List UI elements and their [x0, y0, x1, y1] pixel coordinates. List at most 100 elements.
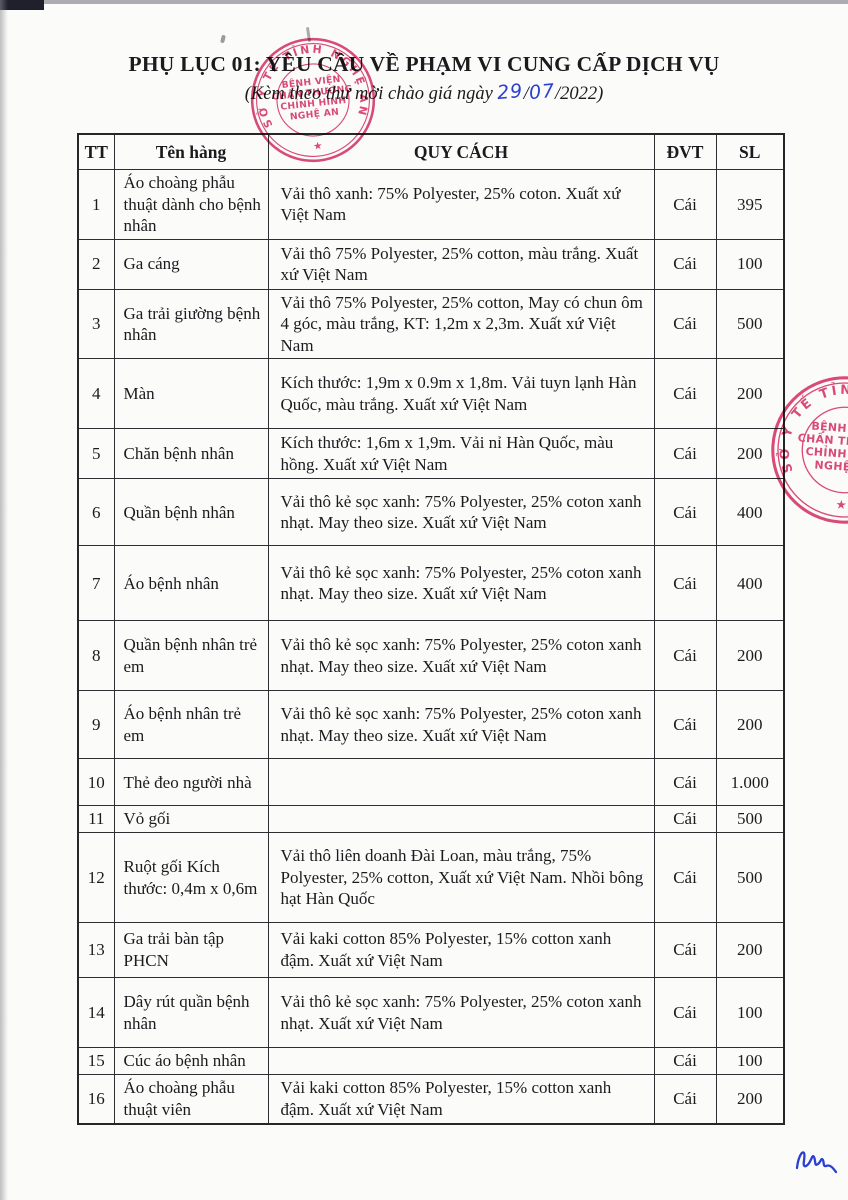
item-name: Ruột gối Kích thước: 0,4m x 0,6m [113, 832, 269, 924]
item-qty: 395 [715, 169, 785, 240]
item-qty: 400 [715, 478, 785, 547]
table-row: 15 Cúc áo bệnh nhân Cái 100 [77, 1047, 785, 1075]
item-spec: Kích thước: 1,6m x 1,9m. Vải nỉ Hàn Quốc… [267, 428, 655, 480]
row-index: 7 [77, 545, 115, 622]
row-index: 9 [77, 690, 115, 760]
row-index: 10 [77, 758, 115, 807]
item-spec [267, 758, 655, 807]
item-unit: Cái [653, 238, 717, 290]
row-index: 15 [77, 1047, 115, 1075]
svg-text:NGHỆ AN: NGHỆ AN [289, 107, 339, 123]
table-row: 13 Ga trải bàn tập PHCN Vải kaki cotton … [77, 922, 785, 979]
item-qty: 200 [715, 690, 785, 760]
item-spec: Vải thô 75% Polyester, 25% cotton, màu t… [267, 238, 655, 290]
column-header-qty: SL [715, 133, 785, 170]
item-name: Ga trải bàn tập PHCN [113, 922, 269, 979]
item-spec: Vải thô kẻ sọc xanh: 75% Polyester, 25% … [267, 545, 655, 622]
item-qty: 200 [715, 620, 785, 692]
row-index: 11 [77, 805, 115, 834]
table-row: 12 Ruột gối Kích thước: 0,4m x 0,6m Vải … [77, 832, 785, 924]
row-index: 5 [77, 428, 115, 480]
table-row: 9 Áo bệnh nhân trẻ em Vải thô kẻ sọc xan… [77, 690, 785, 760]
row-index: 13 [77, 922, 115, 979]
svg-text:BỆNH VIỆN: BỆNH VIỆN [811, 420, 848, 438]
item-spec [267, 1047, 655, 1075]
item-qty: 200 [715, 1073, 785, 1125]
scan-corner-mark [0, 0, 44, 10]
item-qty: 100 [715, 977, 785, 1049]
item-name: Áo bệnh nhân trẻ em [113, 690, 269, 760]
item-unit: Cái [653, 758, 717, 807]
item-spec: Vải thô kẻ sọc xanh: 75% Polyester, 25% … [267, 478, 655, 547]
item-unit: Cái [653, 1073, 717, 1125]
item-name: Áo choàng phẫu thuật viên [113, 1073, 269, 1125]
item-unit: Cái [653, 922, 717, 979]
row-index: 16 [77, 1073, 115, 1125]
table-body: 1 Áo choàng phẫu thuật dành cho bệnh nhâ… [77, 169, 785, 1125]
item-name: Ga trải giường bệnh nhân [113, 288, 269, 360]
dust-speck [220, 34, 226, 44]
document-title: PHỤ LỤC 01: YÊU CẦU VỀ PHẠM VI CUNG CẤP … [128, 52, 720, 76]
item-spec: Vải thô xanh: 75% Polyester, 25% coton. … [267, 169, 655, 240]
svg-text:★: ★ [313, 140, 324, 153]
item-unit: Cái [653, 1047, 717, 1075]
item-qty: 500 [715, 805, 785, 834]
table-row: 2 Ga cáng Vải thô 75% Polyester, 25% cot… [77, 238, 785, 290]
item-unit: Cái [653, 620, 717, 692]
item-name: Áo choàng phẫu thuật dành cho bệnh nhân [113, 169, 269, 240]
item-unit: Cái [653, 832, 717, 924]
row-index: 2 [77, 238, 115, 290]
row-index: 3 [77, 288, 115, 360]
handwritten-signature [788, 1136, 840, 1189]
item-qty: 200 [715, 358, 785, 430]
item-qty: 200 [715, 922, 785, 979]
table-row: 8 Quần bệnh nhân trẻ em Vải thô kẻ sọc x… [77, 620, 785, 692]
column-header-tt: TT [77, 133, 115, 170]
date-year: /2022) [554, 84, 604, 104]
item-spec: Vải thô kẻ sọc xanh: 75% Polyester, 25% … [267, 690, 655, 760]
table-row: 6 Quần bệnh nhân Vải thô kẻ sọc xanh: 75… [77, 478, 785, 547]
table-row: 3 Ga trải giường bệnh nhân Vải thô 75% P… [77, 288, 785, 360]
item-name: Dây rút quần bệnh nhân [113, 977, 269, 1049]
item-qty: 500 [715, 288, 785, 360]
item-name: Ga cáng [113, 238, 269, 290]
item-spec: Vải thô liên doanh Đài Loan, màu trắng, … [267, 832, 655, 924]
column-header-name: Tên hàng [113, 133, 269, 170]
item-qty: 1.000 [715, 758, 785, 807]
item-spec: Vải thô 75% Polyester, 25% cotton, May c… [267, 288, 655, 360]
item-name: Vỏ gối [113, 805, 269, 834]
table-row: 11 Vỏ gối Cái 500 [77, 805, 785, 834]
item-unit: Cái [653, 545, 717, 622]
supply-requirements-table: TT Tên hàng QUY CÁCH ĐVT SL 1 Áo choàng … [77, 133, 785, 1126]
row-index: 4 [77, 358, 115, 430]
item-name: Áo bệnh nhân [113, 545, 269, 622]
item-unit: Cái [653, 169, 717, 240]
item-unit: Cái [653, 428, 717, 480]
svg-text:★: ★ [835, 497, 847, 512]
scan-edge-top [0, 0, 848, 4]
item-spec: Vải kaki cotton 85% Polyester, 15% cotto… [267, 922, 655, 979]
item-name: Quần bệnh nhân trẻ em [113, 620, 269, 692]
item-qty: 100 [715, 238, 785, 290]
row-index: 14 [77, 977, 115, 1049]
item-spec: Kích thước: 1,9m x 0.9m x 1,8m. Vải tuyn… [267, 358, 655, 430]
document-subtitle: (Kèm theo thư mời chào giá ngày 29/07/20… [0, 79, 848, 105]
item-unit: Cái [653, 358, 717, 430]
row-index: 6 [77, 478, 115, 547]
handwritten-day: 29 [496, 79, 525, 105]
handwritten-month: 07 [527, 79, 556, 105]
item-name: Chăn bệnh nhân [113, 428, 269, 480]
item-qty: 500 [715, 832, 785, 924]
item-unit: Cái [653, 288, 717, 360]
svg-text:CHỈNH HÌNH: CHỈNH HÌNH [805, 444, 848, 463]
item-spec: Vải kaki cotton 85% Polyester, 15% cotto… [267, 1073, 655, 1125]
item-unit: Cái [653, 805, 717, 834]
table-row: 1 Áo choàng phẫu thuật dành cho bệnh nhâ… [77, 169, 785, 240]
signature-stroke [795, 1151, 838, 1174]
table-row: 16 Áo choàng phẫu thuật viên Vải kaki co… [77, 1073, 785, 1125]
item-unit: Cái [653, 977, 717, 1049]
item-unit: Cái [653, 478, 717, 547]
